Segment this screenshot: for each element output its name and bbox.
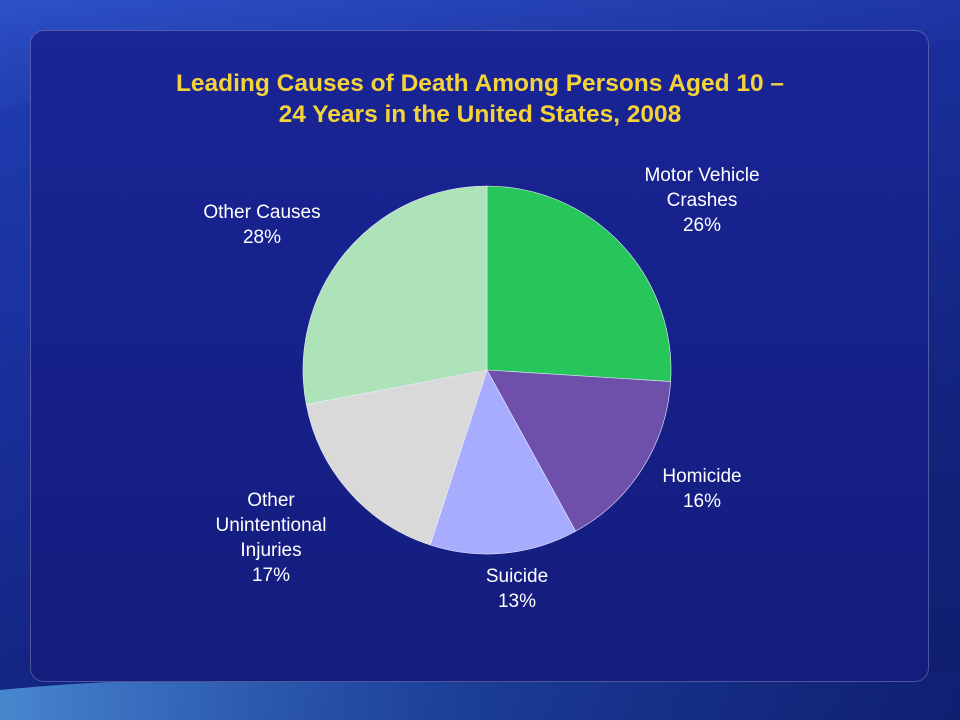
slice-name-label: Crashes (667, 190, 738, 211)
slice-name-label: Unintentional (216, 515, 327, 536)
slice-name-label: Other (247, 490, 295, 511)
pie-slice-other-unintentional-injuries (305, 369, 488, 546)
slice-value-label: 17% (252, 565, 290, 586)
slice-label-motor-vehicle-crashes: Motor Vehicle Crashes 26% (644, 165, 759, 236)
slice-name-label: Injuries (240, 540, 301, 561)
slice-name-label: Motor Vehicle (644, 165, 759, 186)
slice-label-homicide: Homicide 16% (662, 466, 741, 512)
title-line-1: Leading Causes of Death Among Persons Ag… (175, 70, 785, 97)
slice-name-label: Other Causes (203, 202, 320, 223)
slice-value-label: 28% (243, 227, 281, 248)
slice-value-label: 26% (683, 215, 721, 236)
pie-slice-suicide (429, 369, 577, 555)
chart-title: Leading Causes of Death Among Persons Ag… (80, 68, 880, 130)
pie-slice-homicide (486, 369, 671, 532)
slice-label-other-causes: Other Causes 28% (203, 202, 320, 248)
slice-value-label: 16% (683, 491, 721, 512)
slice-label-suicide: Suicide 13% (486, 566, 548, 612)
slice-name-label: Suicide (486, 566, 548, 587)
slice-name-label: Homicide (662, 466, 741, 487)
title-line-2: 24 Years in the United States, 2008 (278, 101, 682, 128)
pie-slice-motor-vehicle-crashes (486, 185, 672, 382)
slice-value-label: 13% (498, 591, 536, 612)
pie-slice-other-causes (302, 185, 488, 405)
slice-label-other-unintentional-injuries: Other Unintentional Injuries 17% (216, 490, 327, 586)
